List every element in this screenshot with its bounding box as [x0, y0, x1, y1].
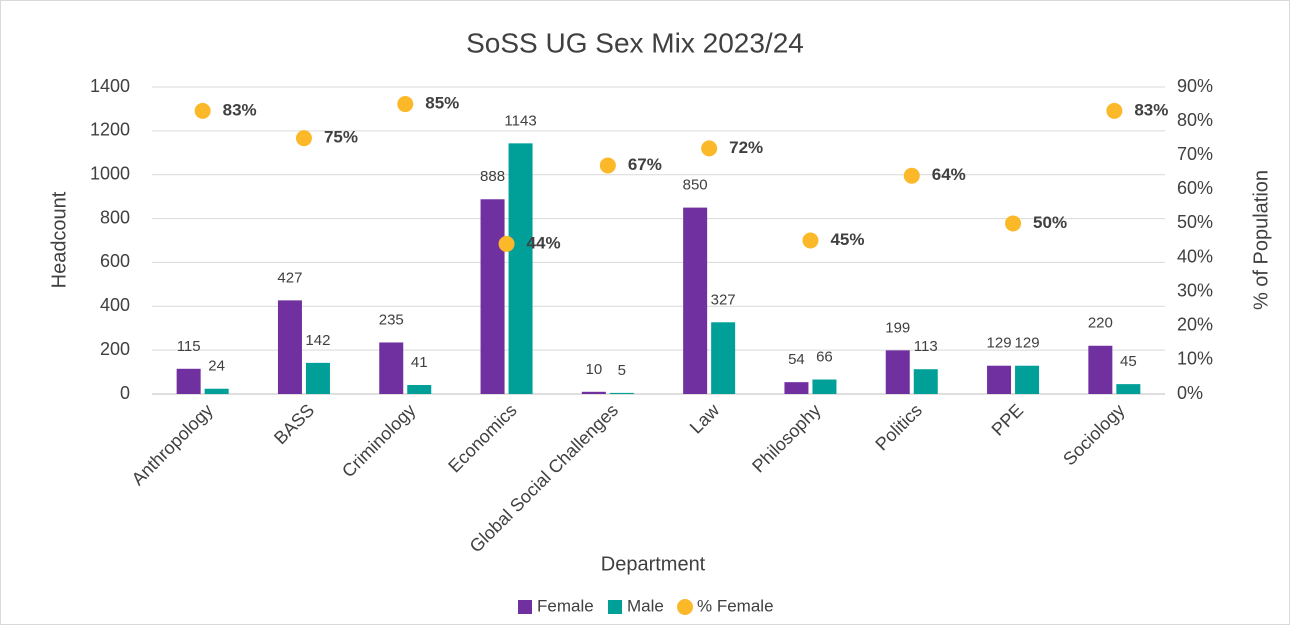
data-label: 44% — [527, 233, 561, 252]
bar — [1088, 345, 1113, 394]
y2-tick-label: 80% — [1177, 110, 1213, 130]
dot — [295, 130, 312, 147]
bar — [379, 342, 404, 394]
bar — [277, 300, 302, 394]
dot — [194, 102, 211, 119]
data-label: 45% — [830, 230, 864, 249]
data-label: 142 — [305, 332, 330, 349]
data-label: 220 — [1088, 315, 1113, 332]
data-label: 83% — [223, 100, 257, 119]
data-label: 327 — [711, 291, 736, 308]
data-label: 54 — [788, 351, 805, 368]
bar — [913, 369, 938, 394]
y-tick-label: 1400 — [90, 76, 130, 96]
bar — [711, 322, 736, 394]
bar — [581, 391, 606, 394]
bar — [480, 199, 505, 394]
data-label: 113 — [914, 338, 938, 355]
data-label: 199 — [885, 319, 910, 336]
data-label: 83% — [1134, 100, 1168, 119]
y2-tick-label: 30% — [1177, 280, 1213, 300]
data-label: 888 — [480, 168, 505, 185]
data-label: 85% — [425, 94, 459, 113]
data-label: 5 — [618, 362, 626, 379]
y-tick-label: 1000 — [90, 163, 130, 183]
dot — [1005, 215, 1022, 232]
y2-tick-label: 70% — [1177, 144, 1213, 164]
y2-tick-label: 20% — [1177, 315, 1213, 335]
data-label: 115 — [177, 338, 201, 355]
data-label: 64% — [932, 165, 966, 184]
data-label: 41 — [411, 354, 428, 371]
bar — [407, 385, 432, 394]
chart-title: SoSS UG Sex Mix 2023/24 — [466, 27, 804, 58]
legend-label: Female — [537, 596, 594, 615]
data-label: 50% — [1033, 213, 1067, 232]
dot — [903, 167, 920, 184]
dot — [599, 157, 616, 174]
y-tick-label: 200 — [100, 339, 130, 359]
y2-tick-label: 10% — [1177, 349, 1213, 369]
y2-axis-title: % of Population — [1250, 170, 1272, 310]
data-label: 850 — [683, 177, 708, 194]
y-tick-label: 400 — [100, 295, 130, 315]
data-label: 72% — [729, 138, 763, 157]
bar — [1015, 365, 1040, 394]
dot — [701, 140, 718, 157]
legend-label: % Female — [697, 596, 774, 615]
legend-swatch — [677, 599, 693, 615]
y-tick-label: 1200 — [90, 120, 130, 140]
bar — [1116, 384, 1141, 394]
bar — [176, 368, 201, 394]
bar — [784, 382, 809, 394]
legend-label: Male — [627, 596, 664, 615]
y2-tick-label: 40% — [1177, 246, 1213, 266]
dot — [498, 235, 515, 252]
y2-tick-label: 50% — [1177, 212, 1213, 232]
legend-swatch — [518, 600, 532, 614]
data-label: 427 — [277, 269, 302, 286]
bar — [305, 362, 330, 394]
dot — [1106, 102, 1123, 119]
y-tick-label: 0 — [120, 383, 130, 403]
data-label: 24 — [208, 358, 225, 375]
bar — [683, 207, 708, 394]
y-tick-label: 600 — [100, 251, 130, 271]
y2-tick-label: 90% — [1177, 76, 1213, 96]
bar — [885, 350, 910, 394]
data-label: 66 — [816, 348, 833, 365]
data-label: 75% — [324, 128, 358, 147]
bar — [987, 365, 1012, 394]
legend-swatch — [608, 600, 622, 614]
x-axis-title: Department — [601, 553, 706, 575]
dot — [397, 96, 414, 113]
data-label: 10 — [586, 361, 603, 378]
data-label: 45 — [1120, 353, 1137, 370]
bar — [812, 379, 837, 394]
y2-tick-label: 60% — [1177, 178, 1213, 198]
y2-tick-label: 0% — [1177, 383, 1203, 403]
y-axis-title: Headcount — [48, 191, 70, 288]
data-label: 129 — [1015, 335, 1040, 352]
bar — [609, 392, 634, 394]
data-label: 67% — [628, 155, 662, 174]
data-label: 129 — [987, 335, 1012, 352]
bar — [508, 143, 533, 394]
dot — [802, 232, 819, 249]
bar — [204, 388, 229, 394]
y-tick-label: 800 — [100, 207, 130, 227]
data-label: 1143 — [504, 112, 536, 129]
data-label: 235 — [379, 311, 404, 328]
